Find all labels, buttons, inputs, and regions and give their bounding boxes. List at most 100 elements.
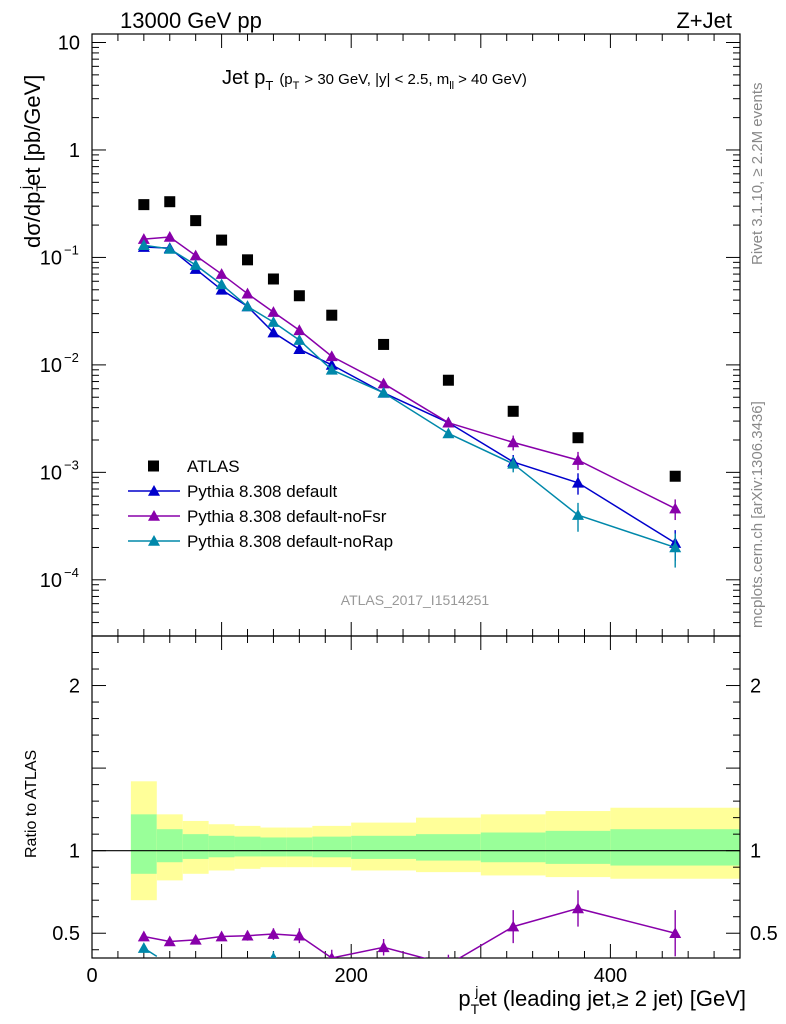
legend-marker-triangle xyxy=(148,535,160,546)
atlas-data-point xyxy=(442,374,454,386)
plot-cuts-sub: T xyxy=(293,80,300,92)
series-marker xyxy=(267,306,280,317)
main-y-tick-exponent: −3 xyxy=(64,457,79,472)
series-marker xyxy=(669,541,682,553)
main-y-tick-label: 10 xyxy=(40,247,62,269)
ratio-marker xyxy=(189,933,202,945)
plot-title: Jet pT (pT > 30 GeV, |y| < 2.5, mll > 40 Ge… xyxy=(222,67,527,93)
series-marker xyxy=(267,316,280,327)
main-y-tick-label: 10 xyxy=(40,355,62,377)
band-inner xyxy=(260,837,287,857)
series-marker xyxy=(377,386,390,398)
band-inner xyxy=(234,836,261,857)
legend-marker-triangle xyxy=(148,510,160,521)
main-y-tick-label: 1 xyxy=(69,140,80,162)
atlas-data-point xyxy=(190,215,202,227)
plot-cuts-rest: > 30 GeV, |y| < 2.5, m xyxy=(304,71,449,88)
plot-cuts-open: (p xyxy=(279,71,292,88)
plot-cuts-end: > 40 GeV) xyxy=(458,71,527,88)
atlas-data-point xyxy=(326,309,338,321)
band-inner xyxy=(351,835,416,859)
atlas-data-point xyxy=(242,254,254,266)
legend-label: Pythia 8.308 default-noFsr xyxy=(187,507,387,526)
ratio-y-tick-label: 1 xyxy=(69,841,80,863)
series-marker xyxy=(572,454,584,465)
band-inner xyxy=(208,835,235,858)
main-ylabel-main: dσ/dp xyxy=(20,192,45,248)
series-marker xyxy=(572,476,584,488)
x-tick-label: 0 xyxy=(86,965,97,987)
legend-label: Pythia 8.308 default-noRap xyxy=(187,532,393,551)
atlas-data-point xyxy=(572,432,584,444)
ratio-y-tick-label: 0.5 xyxy=(52,923,80,945)
data-series xyxy=(137,196,682,970)
main-y-tick-label: 10 xyxy=(58,33,80,55)
ratio-plot-frame xyxy=(91,635,741,959)
ratio-y-tick-label-right: 0.5 xyxy=(750,923,778,945)
legend-marker-square xyxy=(148,460,159,472)
series-marker xyxy=(507,457,520,469)
series-marker xyxy=(163,230,176,242)
main-ylabel-sub: T xyxy=(33,183,49,192)
x-tick-label: 400 xyxy=(594,965,627,987)
plot-cuts-ll: ll xyxy=(449,80,454,92)
band-inner xyxy=(312,836,352,858)
atlas-data-point xyxy=(267,273,279,285)
main-ylabel-sup: j xyxy=(17,186,33,190)
atlas-data-point xyxy=(669,470,681,482)
main-y-tick-exponent: −2 xyxy=(64,350,79,365)
axes-frames xyxy=(91,33,741,959)
series-marker xyxy=(507,436,520,448)
xlabel-p: p xyxy=(458,986,470,1011)
main-y-tick-label: 10 xyxy=(40,462,62,484)
ratio-marker xyxy=(507,920,520,932)
series-marker xyxy=(137,239,150,250)
band-inner xyxy=(416,834,481,861)
series-marker xyxy=(267,326,280,338)
series-marker xyxy=(669,502,682,514)
ratio-marker xyxy=(137,942,150,953)
ratio-y-tick-label-right: 2 xyxy=(750,676,761,698)
atlas-data-point xyxy=(293,290,305,302)
rivet-label: Rivet 3.1.10, ≥ 2.2M events xyxy=(749,83,766,266)
ratio-marker xyxy=(572,902,584,914)
series-marker xyxy=(377,377,390,389)
mcplots-label: mcplots.cern.ch [arXiv:1306.3436] xyxy=(749,401,766,628)
band-inner xyxy=(182,834,209,859)
plot-title-main: Jet p xyxy=(222,67,265,89)
atlas-data-point xyxy=(138,199,150,211)
ratio-marker xyxy=(377,941,390,953)
legend-label: ATLAS xyxy=(187,457,240,476)
band-inner xyxy=(286,837,313,857)
ratio-marker xyxy=(328,952,336,958)
xlabel-sub: T xyxy=(471,1001,480,1017)
series-marker xyxy=(163,242,176,254)
ratio-marker xyxy=(267,928,280,939)
ratio-marker xyxy=(215,930,228,942)
ratio-marker xyxy=(270,952,277,958)
atlas-data-point xyxy=(164,196,176,208)
atlas-data-point xyxy=(507,405,519,417)
main-ylabel-rest: et [pb/GeV] xyxy=(20,75,45,186)
series-marker xyxy=(442,427,455,439)
band-inner xyxy=(156,829,183,863)
ratio-y-tick-label: 2 xyxy=(69,676,80,698)
atlas-data-point xyxy=(378,338,390,350)
series-marker xyxy=(241,300,254,312)
series-marker xyxy=(442,416,455,428)
series-marker xyxy=(215,278,228,290)
header-right: Z+Jet xyxy=(676,8,732,33)
series-marker xyxy=(293,334,306,345)
band-inner xyxy=(130,814,157,874)
plot-title-sub: T xyxy=(265,78,273,93)
ratio-bands xyxy=(130,781,740,901)
ratio-marker xyxy=(442,959,454,970)
ratio-marker xyxy=(669,927,682,939)
main-y-tick-exponent: −1 xyxy=(64,242,79,257)
xlabel-sup: j xyxy=(474,983,478,999)
analysis-id: ATLAS_2017_I1514251 xyxy=(341,592,490,608)
legend-label: Pythia 8.308 default xyxy=(187,482,338,501)
series-marker xyxy=(137,233,150,244)
